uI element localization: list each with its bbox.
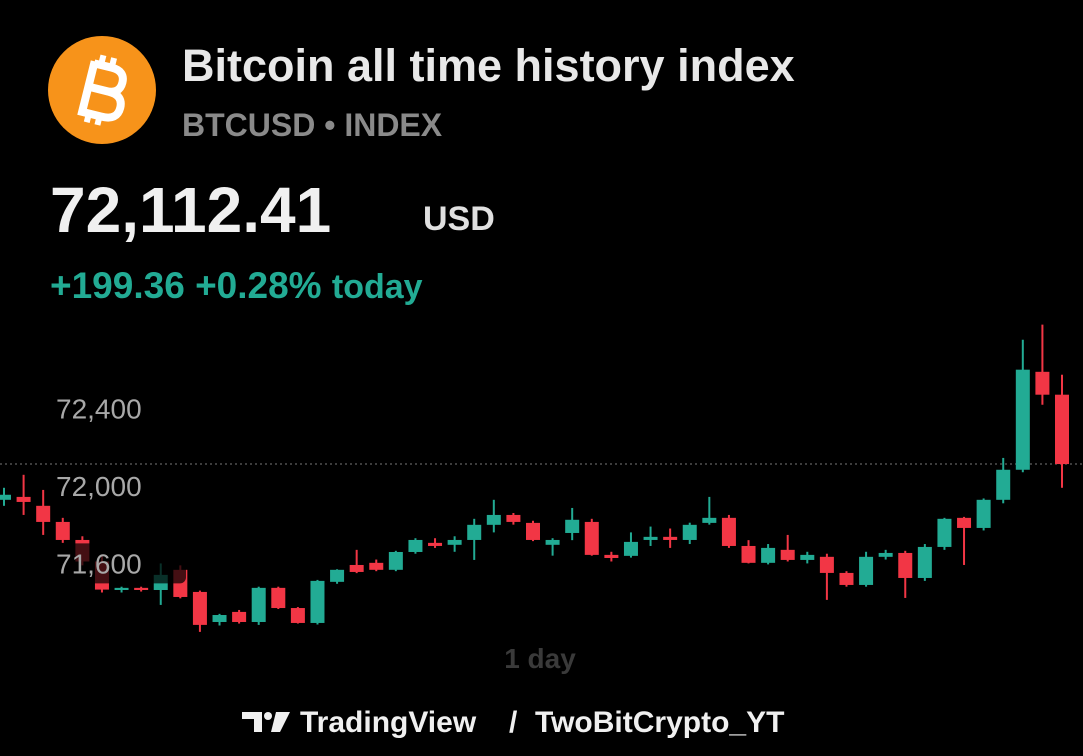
candle-body bbox=[682, 524, 697, 540]
currency: USD bbox=[423, 200, 495, 238]
candle-body bbox=[114, 587, 129, 590]
candle-body bbox=[55, 521, 70, 540]
logo-glyph bbox=[77, 54, 127, 126]
candle-body bbox=[917, 546, 932, 578]
candle-body bbox=[996, 469, 1011, 500]
candle-body bbox=[506, 514, 521, 522]
subtitle: BTCUSD • INDEX bbox=[182, 107, 443, 143]
candle-body bbox=[565, 519, 580, 533]
chart: 1 day 71,600 72,000 72,400 bbox=[0, 324, 1083, 674]
y-tick-label-backdrop bbox=[50, 543, 186, 584]
candle-body bbox=[330, 569, 345, 582]
candle-body bbox=[741, 545, 756, 563]
candle-body bbox=[271, 587, 286, 609]
candle-body bbox=[643, 536, 658, 540]
y-tick-label: 72,400 bbox=[56, 393, 142, 424]
y-tick-label-backdrop bbox=[50, 465, 186, 506]
candle-body bbox=[663, 536, 678, 540]
candle-body bbox=[0, 494, 11, 500]
candle-body bbox=[232, 611, 247, 622]
change-line: +199.36 +0.28% today bbox=[50, 265, 423, 306]
candle-body bbox=[604, 554, 619, 558]
author: TwoBitCrypto_YT bbox=[535, 706, 784, 739]
candle-body bbox=[721, 517, 736, 546]
tradingview-logo bbox=[242, 712, 290, 732]
candle-body bbox=[1015, 369, 1030, 470]
candle-body bbox=[212, 615, 227, 622]
candle-body bbox=[702, 517, 717, 523]
y-tick-label: 71,600 bbox=[56, 548, 142, 579]
candle-body bbox=[447, 539, 462, 545]
candle-body bbox=[819, 556, 834, 573]
candle-body bbox=[36, 505, 51, 522]
candle-body bbox=[290, 608, 305, 623]
candle-body bbox=[408, 539, 423, 552]
candle-body bbox=[16, 496, 31, 502]
candle-body bbox=[467, 524, 482, 540]
y-tick-label: 72,000 bbox=[56, 471, 142, 502]
change-percent: +0.28% bbox=[195, 265, 322, 306]
footer: TradingView / TwoBitCrypto_YT bbox=[242, 706, 784, 739]
candle-body bbox=[976, 499, 991, 528]
candle-body bbox=[878, 552, 893, 557]
interval-watermark: 1 day bbox=[504, 643, 576, 674]
candle-body bbox=[192, 591, 207, 625]
candle-body bbox=[526, 522, 540, 540]
candle-body bbox=[1055, 394, 1069, 465]
brand: TradingView bbox=[300, 706, 477, 739]
title: Bitcoin all time history index bbox=[182, 40, 795, 91]
candle-body bbox=[898, 552, 913, 578]
candle-body bbox=[839, 572, 854, 585]
period: today bbox=[332, 268, 423, 306]
candle-body bbox=[428, 542, 443, 546]
bitcoin-logo bbox=[48, 36, 156, 144]
candle-body bbox=[251, 587, 266, 622]
candle-body bbox=[310, 580, 325, 623]
candle-body bbox=[780, 549, 795, 560]
candle-body bbox=[134, 587, 149, 590]
candle-body bbox=[761, 547, 776, 563]
candle-body bbox=[623, 541, 638, 556]
price: 72,112.41 bbox=[50, 174, 331, 246]
candle-body bbox=[1035, 371, 1050, 395]
y-tick-label-backdrop bbox=[50, 388, 186, 429]
candle-body bbox=[584, 521, 599, 555]
candle-body bbox=[388, 551, 403, 570]
change: +199.36 bbox=[50, 265, 185, 306]
candle-body bbox=[349, 564, 364, 572]
candle-body bbox=[545, 539, 560, 545]
candle-body bbox=[369, 562, 384, 570]
candle-body bbox=[957, 517, 972, 528]
candle-body bbox=[800, 554, 815, 560]
separator: / bbox=[509, 706, 518, 739]
candle-body bbox=[937, 518, 952, 547]
candle-body bbox=[859, 556, 874, 585]
candle-body bbox=[486, 514, 501, 525]
